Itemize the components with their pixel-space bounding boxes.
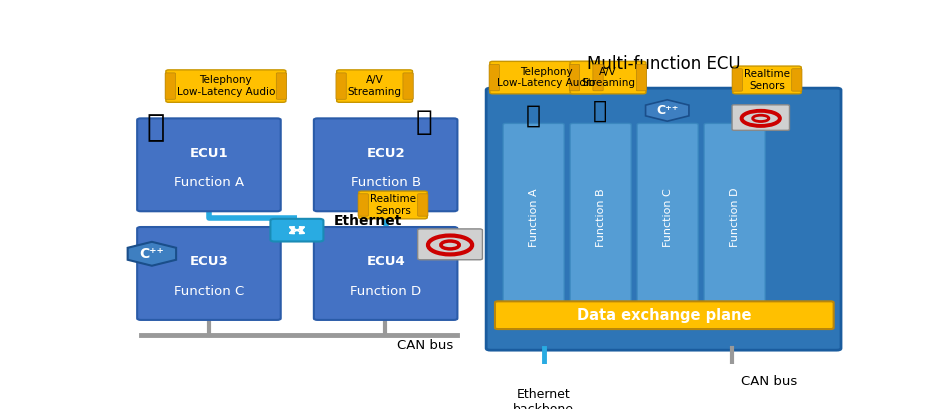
Text: Function A: Function A bbox=[528, 188, 539, 247]
Text: Function B: Function B bbox=[351, 176, 421, 189]
Text: A/V
Streaming: A/V Streaming bbox=[581, 67, 635, 88]
Text: Function C: Function C bbox=[662, 188, 673, 247]
Text: ECU3: ECU3 bbox=[190, 255, 228, 268]
Text: Telephony
Low-Latency Audio: Telephony Low-Latency Audio bbox=[497, 67, 596, 88]
FancyBboxPatch shape bbox=[486, 88, 841, 350]
FancyBboxPatch shape bbox=[704, 124, 765, 312]
Text: ECU1: ECU1 bbox=[190, 147, 228, 160]
Text: 🐧: 🐧 bbox=[525, 103, 541, 127]
FancyBboxPatch shape bbox=[271, 219, 323, 241]
Text: Ethernet
backbone: Ethernet backbone bbox=[513, 388, 574, 409]
Text: Function B: Function B bbox=[596, 188, 606, 247]
FancyBboxPatch shape bbox=[165, 73, 176, 99]
Text: Data exchange plane: Data exchange plane bbox=[577, 308, 751, 323]
FancyBboxPatch shape bbox=[732, 69, 742, 91]
FancyBboxPatch shape bbox=[489, 64, 500, 91]
FancyBboxPatch shape bbox=[336, 73, 346, 99]
Text: C⁺⁺: C⁺⁺ bbox=[140, 247, 164, 261]
FancyBboxPatch shape bbox=[276, 73, 287, 99]
Text: A/V
Streaming: A/V Streaming bbox=[348, 75, 402, 97]
FancyBboxPatch shape bbox=[495, 301, 834, 329]
FancyBboxPatch shape bbox=[490, 61, 602, 94]
Text: Realtime
Senors: Realtime Senors bbox=[370, 194, 416, 216]
Text: C⁺⁺: C⁺⁺ bbox=[656, 104, 678, 117]
FancyBboxPatch shape bbox=[732, 105, 789, 130]
Text: Realtime
Senors: Realtime Senors bbox=[744, 69, 790, 91]
Text: Function C: Function C bbox=[174, 285, 244, 298]
FancyBboxPatch shape bbox=[314, 118, 458, 211]
FancyBboxPatch shape bbox=[791, 69, 802, 91]
Text: Function A: Function A bbox=[174, 176, 244, 189]
Text: Multi-function ECU: Multi-function ECU bbox=[587, 55, 740, 73]
FancyBboxPatch shape bbox=[569, 64, 580, 91]
Text: Function D: Function D bbox=[730, 188, 740, 247]
FancyBboxPatch shape bbox=[570, 124, 631, 312]
FancyBboxPatch shape bbox=[570, 61, 646, 94]
FancyBboxPatch shape bbox=[359, 191, 428, 219]
Text: 🤖: 🤖 bbox=[593, 99, 607, 122]
FancyBboxPatch shape bbox=[732, 66, 801, 94]
Text: Telephony
Low-Latency Audio: Telephony Low-Latency Audio bbox=[177, 75, 276, 97]
FancyBboxPatch shape bbox=[593, 64, 603, 91]
Text: Function D: Function D bbox=[351, 285, 421, 298]
FancyBboxPatch shape bbox=[137, 227, 281, 320]
FancyBboxPatch shape bbox=[314, 227, 458, 320]
FancyBboxPatch shape bbox=[358, 194, 369, 216]
Text: 🤖: 🤖 bbox=[416, 108, 432, 135]
Text: ECU2: ECU2 bbox=[367, 147, 405, 160]
Text: 🐧: 🐧 bbox=[146, 113, 164, 142]
FancyBboxPatch shape bbox=[418, 194, 428, 216]
FancyBboxPatch shape bbox=[166, 70, 286, 102]
Text: CAN bus: CAN bus bbox=[397, 339, 454, 352]
FancyBboxPatch shape bbox=[418, 229, 483, 260]
FancyBboxPatch shape bbox=[636, 64, 647, 91]
Text: CAN bus: CAN bus bbox=[741, 375, 797, 388]
Text: ECU4: ECU4 bbox=[367, 255, 405, 268]
FancyBboxPatch shape bbox=[137, 118, 281, 211]
FancyBboxPatch shape bbox=[403, 73, 413, 99]
Text: Ethernet: Ethernet bbox=[333, 214, 402, 228]
FancyBboxPatch shape bbox=[637, 124, 698, 312]
FancyBboxPatch shape bbox=[504, 124, 564, 312]
FancyBboxPatch shape bbox=[336, 70, 412, 102]
